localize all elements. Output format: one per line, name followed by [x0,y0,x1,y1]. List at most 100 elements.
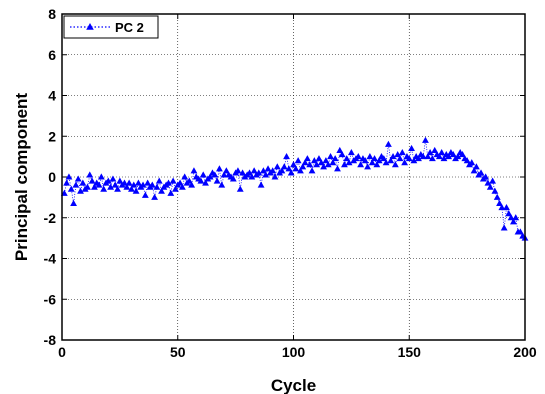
data-point [306,161,314,168]
data-point [234,167,242,174]
data-point [505,210,513,217]
data-point [67,185,75,192]
data-point [438,148,446,156]
data-point [496,199,503,207]
data-point [111,181,119,188]
data-point [262,171,270,178]
data-point [63,179,71,186]
data-point [331,155,339,162]
data-point [463,157,471,164]
data-point [202,179,209,186]
data-point [130,181,138,188]
data-point [271,173,279,180]
data-point [72,181,80,188]
data-point [257,181,265,188]
data-point [167,189,175,196]
y-axis-label: Principal component [12,93,31,261]
data-point [236,185,244,192]
data-point [347,148,355,156]
data-point [338,150,346,158]
data-point [70,199,77,207]
axis-ticks: 0 50 100 150 200 -8 -6 -4 -2 0 2 4 6 8 [44,6,537,360]
y-tick-label: 8 [48,6,56,22]
data-point [341,161,348,168]
legend-box [63,15,159,39]
y-tick-label: 6 [48,47,56,63]
data-point [109,175,117,182]
data-point [121,179,128,186]
data-point [188,181,196,188]
data-point [185,177,193,184]
data-point [84,183,91,190]
data-point [74,175,82,182]
data-point [424,153,432,160]
data-point [366,153,374,160]
data-point [303,155,311,162]
data-point [144,179,152,186]
data-point [248,173,256,180]
data-point [415,155,422,162]
data-point [259,167,267,174]
data-point [503,203,510,211]
data-point [77,187,84,194]
data-point [491,187,499,194]
data-point [100,185,108,192]
data-point [482,173,490,180]
data-point [211,171,219,178]
data-point [320,163,328,170]
legend-label-pc2: PC 2 [115,20,144,35]
data-point [324,161,332,168]
data-point [512,214,520,221]
data-point [322,157,330,164]
y-tick-label: 4 [48,88,56,104]
data-point [148,181,156,188]
data-point [354,153,362,160]
data-point [454,153,462,160]
data-point [428,155,436,162]
data-point [426,148,434,156]
y-tick-label: 2 [48,128,56,144]
data-point [315,155,323,162]
series-pc2 [60,136,529,241]
legend: PC 2 [63,15,159,39]
data-point [484,179,492,186]
data-point [264,165,272,172]
data-point [280,163,288,170]
y-tick-label: 0 [48,169,56,185]
x-tick-label: 0 [58,344,66,360]
data-point [410,157,418,164]
data-point [419,153,427,160]
data-point [255,169,263,176]
data-point [373,161,381,168]
data-point [216,165,223,172]
y-tick-label: -2 [44,210,57,226]
data-point [132,187,140,194]
data-point [507,214,515,221]
data-point [229,175,237,182]
data-point [431,146,439,154]
data-point [343,155,351,162]
data-point [380,155,388,162]
data-point [361,157,369,164]
data-point [79,179,87,186]
data-point [327,153,334,160]
data-point [114,185,121,192]
data-point [172,185,179,192]
data-point [440,155,448,162]
data-point [116,177,124,184]
data-point [123,183,131,190]
data-point [334,165,341,172]
data-point [178,183,186,190]
data-point [88,177,96,184]
data-point [176,179,184,186]
y-tick-label: -6 [44,291,57,307]
data-point [297,167,304,174]
data-point [169,177,177,184]
data-point [278,167,286,174]
data-point [141,191,149,198]
data-point [394,150,402,158]
data-point [389,153,397,160]
data-point [222,167,230,174]
data-point [422,136,429,143]
data-point [128,185,135,192]
